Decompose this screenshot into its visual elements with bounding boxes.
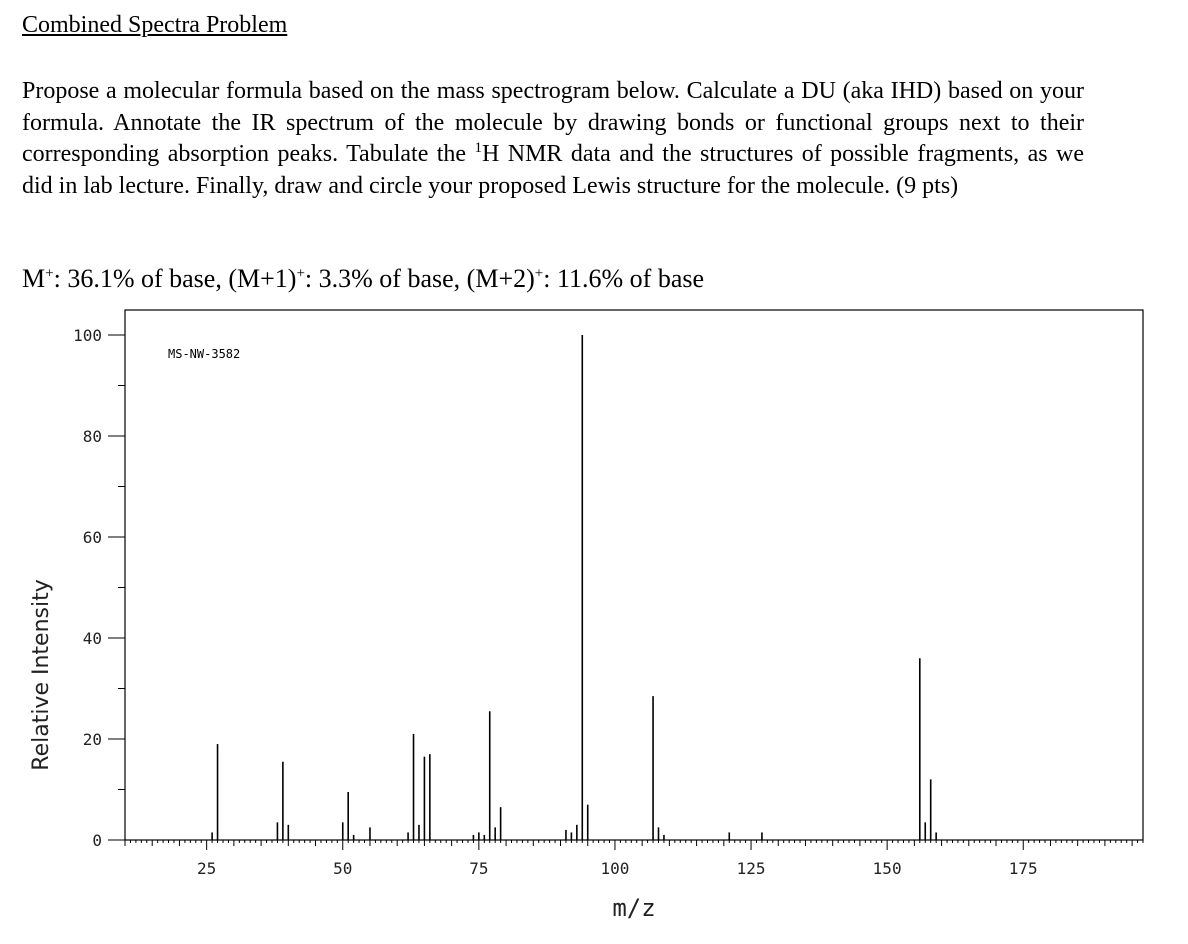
m-charge: + [45, 265, 54, 282]
m2-label: (M+2) [466, 264, 535, 293]
m-value: : 36.1% of base, [53, 264, 229, 293]
instructions-text-1: Propose a molecular formula based on the… [22, 78, 1084, 167]
x-tick-label: 50 [333, 859, 352, 878]
y-tick-label: 80 [83, 427, 102, 446]
mass-spectrum-chart: 0 20 40 60 80 100 25 50 75 100 125 150 175 MS-NW-35… [29, 309, 1144, 922]
peak-series [211, 335, 937, 840]
instructions-text-2: H NMR data and the structures of possibl… [22, 141, 1084, 199]
x-tick-label: 125 [737, 859, 766, 878]
x-tick-label: 25 [197, 859, 216, 878]
x-tick-label: 175 [1009, 859, 1038, 878]
x-axis-label: m/z [612, 894, 655, 922]
instructions-paragraph: Propose a molecular formula based on the… [22, 76, 1084, 202]
nmr-superscript: 1 [474, 140, 483, 156]
y-tick-label: 0 [92, 831, 102, 850]
x-axis: 25 50 75 100 125 150 175 [124, 840, 1144, 878]
y-tick-label: 100 [73, 326, 102, 345]
problem-title: Combined Spectra Problem [22, 12, 288, 38]
m2-value: : 11.6% of base [543, 264, 705, 293]
m1-label: (M+1) [228, 264, 297, 293]
m1-value: : 3.3% of base, [304, 264, 467, 293]
y-tick-label: 40 [83, 629, 102, 648]
y-tick-label: 20 [83, 730, 102, 749]
m-label: M [22, 264, 46, 293]
y-tick-label: 60 [83, 528, 102, 547]
x-tick-label: 75 [469, 859, 488, 878]
m2-charge: + [534, 265, 544, 282]
m1-charge: + [296, 265, 305, 282]
mass-info-line: M+: 36.1% of base, (M+1)+: 3.3% of base,… [22, 264, 704, 294]
plot-frame [124, 309, 1144, 841]
x-tick-label: 100 [600, 859, 629, 878]
spectrum-id-label: MS-NW-3582 [168, 347, 240, 361]
x-tick-label: 150 [873, 859, 902, 878]
y-axis: 0 20 40 60 80 100 [73, 326, 125, 850]
y-axis-label: Relative Intensity [29, 579, 54, 770]
